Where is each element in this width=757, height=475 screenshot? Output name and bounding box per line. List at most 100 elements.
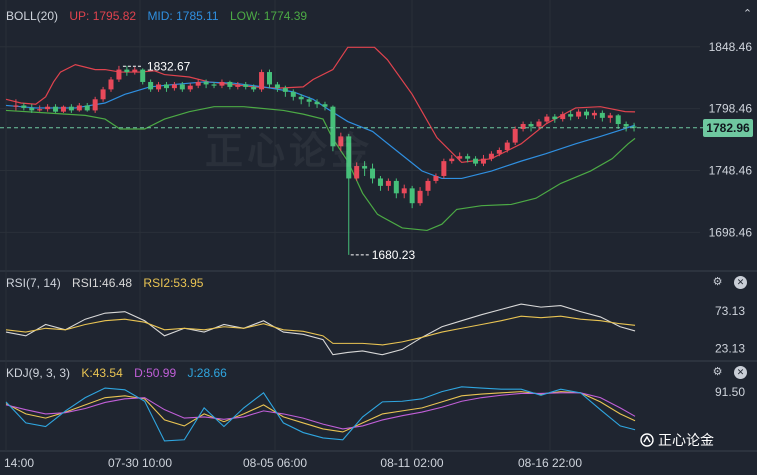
boll-mid-line [5, 81, 636, 180]
kdj-close-icon[interactable]: ✕ [734, 366, 747, 379]
candle-body [21, 105, 27, 108]
candle-body [377, 178, 383, 186]
candle-body [607, 115, 613, 118]
candle-body [631, 126, 637, 128]
candle-body [45, 106, 51, 110]
candle-body [591, 112, 597, 116]
candle-body [528, 124, 534, 127]
candle-body [13, 105, 19, 107]
candle-body [282, 88, 288, 92]
candle-body [108, 79, 114, 90]
candle-body [251, 86, 257, 90]
time-axis-label: 14:00 [4, 456, 34, 470]
brand-name: 正心论金 [658, 432, 714, 448]
time-axis-label: 08-16 22:00 [518, 456, 582, 470]
candle-body [362, 166, 368, 169]
current-price-tag: 1782.96 [703, 118, 753, 137]
kdj-series-line [5, 392, 636, 430]
price-axis-label: 1848.46 [709, 40, 753, 54]
high-marker-label: 1832.67 [147, 59, 191, 73]
kdj-label: KDJ(9, 3, 3) [6, 366, 71, 380]
candle-body [457, 156, 463, 159]
price-axis-label: 1798.46 [709, 102, 753, 116]
candle-body [544, 116, 550, 122]
candle-body [203, 81, 209, 85]
candle-body [314, 101, 320, 105]
rsi-axis-label: 23.13 [715, 342, 745, 356]
brand-logo-icon [640, 433, 654, 447]
kdj-axis-label: 91.50 [715, 385, 745, 399]
boll-up-value: UP: 1795.82 [69, 9, 137, 23]
candle-body [171, 84, 177, 89]
candle-body [330, 106, 336, 147]
candle-body [156, 84, 162, 90]
candle-body [53, 106, 59, 112]
kdj-series-line [5, 386, 636, 442]
candle-body [124, 69, 130, 73]
candle-body [211, 84, 217, 86]
candle-body [568, 114, 574, 117]
boll-mid-value: MID: 1785.11 [147, 9, 219, 23]
kdj-k-value: K:43.54 [81, 366, 123, 380]
candle-body [385, 180, 391, 186]
candle-body [433, 175, 439, 181]
candle-body [92, 99, 98, 111]
candle-body [504, 142, 510, 150]
candle-body [480, 158, 486, 164]
candle-body [148, 81, 154, 90]
kdj-j-value: J:28.66 [187, 366, 227, 380]
rsi-settings-gear-icon[interactable]: ⚙ [712, 276, 723, 288]
candle-body [76, 105, 82, 111]
candle-body [322, 104, 328, 107]
candle-body [338, 136, 344, 147]
candle-body [132, 69, 138, 73]
low-marker-label: 1680.23 [372, 248, 416, 262]
time-axis-label: 08-05 06:00 [243, 456, 307, 470]
candle-body [187, 85, 193, 90]
candle-body [409, 188, 415, 204]
candle-body [449, 158, 455, 162]
candle-body [473, 158, 479, 164]
candle-body [29, 107, 35, 111]
candle-body [243, 84, 249, 87]
candle-body [227, 81, 233, 87]
candle-body [346, 136, 352, 179]
candle-body [520, 124, 526, 129]
kdj-legend: KDJ(9, 3, 3) K:43.54 D:50.99 J:28.66 [6, 366, 235, 380]
candle-body [623, 124, 629, 127]
candle-body [68, 106, 74, 111]
candle-body [576, 111, 582, 117]
main-pane-collapse-icon[interactable]: ⌃ [742, 8, 753, 20]
candle-body [267, 72, 273, 85]
candle-body [512, 128, 518, 143]
rsi-close-icon[interactable]: ✕ [734, 276, 747, 289]
kdj-d-value: D:50.99 [134, 366, 177, 380]
candle-body [116, 69, 122, 80]
kdj-settings-gear-icon[interactable]: ⚙ [712, 366, 723, 378]
candle-body [393, 180, 399, 194]
candle-body [274, 84, 280, 89]
rsi-label: RSI(7, 14) [6, 276, 61, 290]
candle-body [219, 81, 225, 86]
rsi-axis-label: 73.13 [715, 304, 745, 318]
candle-body [488, 153, 494, 159]
watermark-background: 正心论金 [205, 131, 374, 173]
kdj-series-line [5, 391, 636, 433]
rsi-series-line [5, 315, 636, 346]
candle-body [599, 112, 605, 118]
rsi-series-line [5, 303, 636, 356]
boll-low-value: LOW: 1774.39 [229, 9, 308, 23]
candle-body [163, 84, 169, 89]
candle-body [84, 105, 90, 111]
candle-body [140, 69, 146, 82]
candle-body [370, 168, 376, 179]
brand-watermark: 正心论金 [640, 430, 714, 450]
candle-body [417, 190, 423, 204]
candle-body [425, 180, 431, 191]
candle-body [179, 84, 185, 90]
candle-body [259, 72, 265, 90]
candle-body [60, 106, 66, 112]
candle-body [235, 84, 241, 87]
